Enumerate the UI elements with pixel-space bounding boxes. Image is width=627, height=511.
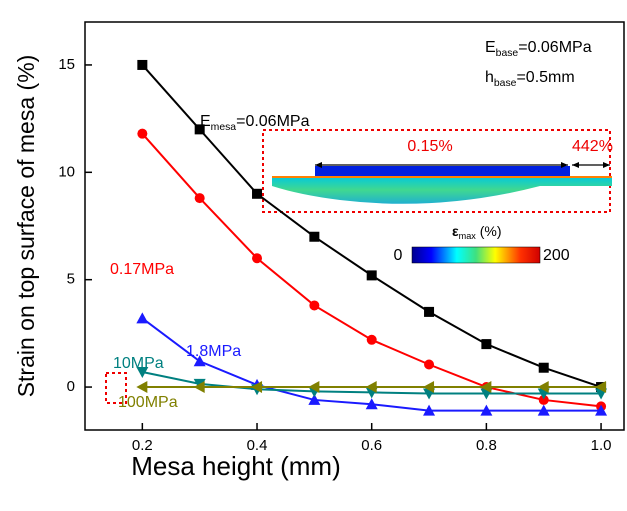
inset	[262, 129, 612, 264]
annotation: 442%	[572, 138, 613, 155]
annotation: hbase=0.5mm	[485, 69, 575, 89]
marker	[424, 359, 435, 370]
marker	[538, 394, 549, 405]
y-axis-title: Strain on top surface of mesa (%)	[13, 55, 39, 398]
marker	[194, 124, 205, 135]
plot-frame	[84, 21, 625, 431]
marker	[308, 393, 321, 405]
annotation-rest: =0.06MPa	[518, 39, 591, 56]
marker	[136, 312, 149, 324]
annotation: 0	[394, 247, 403, 264]
marker	[194, 193, 205, 204]
marker	[366, 334, 377, 345]
colorbar	[411, 246, 541, 264]
marker	[365, 381, 377, 394]
marker	[251, 381, 263, 394]
marker	[309, 231, 320, 242]
marker	[252, 253, 263, 264]
annotation-sub: base	[494, 78, 517, 89]
annotation-sub: base	[496, 48, 519, 59]
marker	[252, 188, 263, 199]
marker	[308, 381, 320, 394]
annotation: 0.15%	[407, 138, 452, 155]
annotation-main: h	[485, 69, 494, 86]
highlight-box	[105, 372, 127, 404]
annotation-sub: mesa	[211, 122, 237, 133]
marker	[537, 381, 549, 394]
marker	[595, 381, 607, 394]
series-label: 0.17MPa	[110, 261, 174, 278]
y-tick-label: 0	[67, 378, 75, 395]
x-tick-label: 0.2	[132, 437, 153, 454]
marker	[137, 128, 148, 139]
marker	[481, 339, 492, 350]
x-tick-label: 1.0	[591, 437, 612, 454]
x-tick-label: 0.6	[361, 437, 382, 454]
x-tick-label: 0.4	[247, 437, 268, 454]
marker	[423, 381, 435, 394]
marker	[480, 404, 493, 416]
annotation: εmax (%)	[452, 223, 502, 242]
marker	[366, 270, 377, 281]
annotation-main: E	[200, 113, 211, 130]
annotation: Ebase=0.06MPa	[485, 39, 592, 59]
y-tick-label: 5	[67, 271, 75, 288]
x-axis-title: Mesa height (mm)	[131, 451, 341, 481]
marker	[424, 306, 435, 317]
marker	[309, 300, 320, 311]
inset-mesa	[315, 166, 570, 177]
annotation-main: E	[485, 39, 496, 56]
inset-body	[272, 176, 612, 204]
marker	[136, 367, 149, 379]
series-label: 10MPa	[113, 355, 164, 372]
marker	[423, 404, 436, 416]
annotation-main: ε	[452, 223, 459, 239]
marker	[537, 404, 550, 416]
inset-box	[262, 129, 611, 213]
marker	[193, 355, 206, 367]
marker	[365, 398, 378, 410]
marker	[480, 381, 492, 394]
y-tick-label: 15	[58, 56, 75, 73]
marker	[193, 381, 205, 394]
x-tick-label: 0.8	[476, 437, 497, 454]
annotation-rest: =0.06MPa	[236, 113, 309, 130]
marker	[137, 59, 148, 70]
annotation: Emesa=0.06MPa	[200, 113, 310, 133]
series-label: 1.8MPa	[186, 343, 241, 360]
marker	[136, 381, 148, 394]
y-tick-label: 10	[58, 163, 75, 180]
series-label: 100MPa	[118, 394, 178, 411]
annotation-rest: (%)	[476, 223, 502, 239]
annotation-sub: max	[459, 231, 477, 241]
annotation: 200	[543, 247, 570, 264]
marker	[595, 404, 608, 416]
marker	[538, 362, 549, 373]
annotation-rest: =0.5mm	[516, 69, 574, 86]
